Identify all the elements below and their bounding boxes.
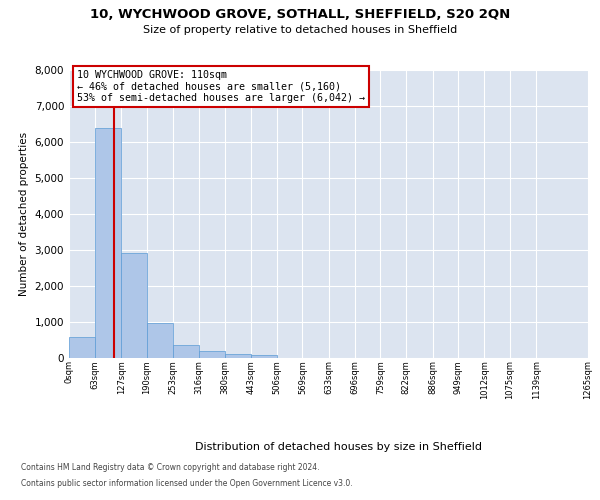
Bar <box>147 322 173 358</box>
Text: Contains HM Land Registry data © Crown copyright and database right 2024.: Contains HM Land Registry data © Crown c… <box>21 464 320 472</box>
Text: 10 WYCHWOOD GROVE: 110sqm
← 46% of detached houses are smaller (5,160)
53% of se: 10 WYCHWOOD GROVE: 110sqm ← 46% of detac… <box>77 70 365 103</box>
Bar <box>69 336 95 357</box>
Bar <box>251 355 277 358</box>
Bar <box>173 344 199 358</box>
Bar <box>199 352 225 358</box>
Bar <box>95 128 121 358</box>
Y-axis label: Number of detached properties: Number of detached properties <box>19 132 29 296</box>
Text: Contains public sector information licensed under the Open Government Licence v3: Contains public sector information licen… <box>21 478 353 488</box>
Bar <box>121 253 147 358</box>
Text: 10, WYCHWOOD GROVE, SOTHALL, SHEFFIELD, S20 2QN: 10, WYCHWOOD GROVE, SOTHALL, SHEFFIELD, … <box>90 8 510 20</box>
Bar <box>225 354 251 358</box>
Text: Size of property relative to detached houses in Sheffield: Size of property relative to detached ho… <box>143 25 457 35</box>
Text: Distribution of detached houses by size in Sheffield: Distribution of detached houses by size … <box>196 442 482 452</box>
